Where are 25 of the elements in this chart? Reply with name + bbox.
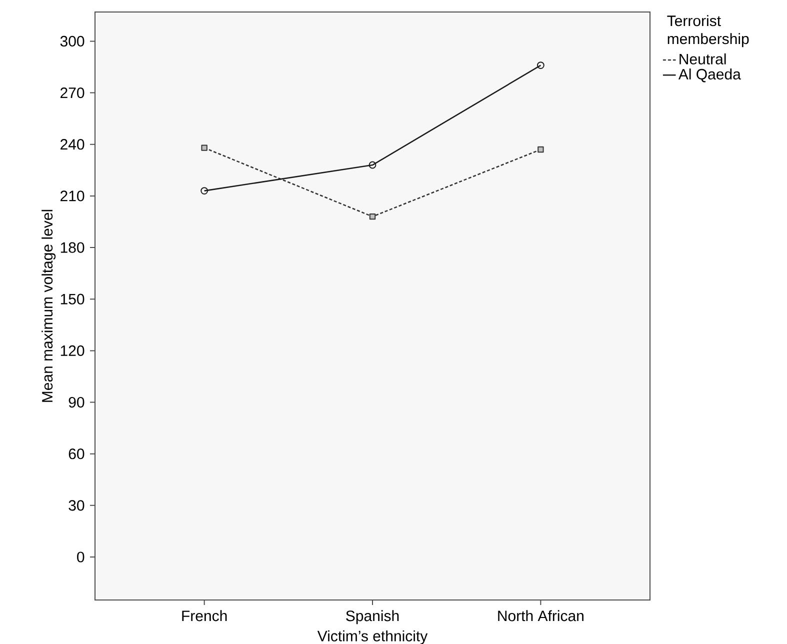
x-tick-label: Spanish: [346, 610, 399, 624]
point: [369, 213, 376, 220]
y-tick-label: 270: [60, 87, 84, 98]
y-tick-label: 180: [60, 242, 84, 253]
point: [201, 144, 208, 151]
y-tick-label: 30: [68, 500, 84, 511]
y-tick-label: 0: [77, 552, 84, 562]
point: [538, 146, 544, 153]
x-axis-title: Victim’s ethnicity: [317, 630, 428, 644]
y-axis-title: Mean maximum voltage level: [42, 210, 56, 402]
y-tick-label: 90: [68, 396, 84, 408]
x-tick-label: North African: [498, 610, 584, 622]
point: [200, 187, 208, 194]
y-tick-label: 120: [60, 345, 84, 356]
point: [536, 62, 544, 69]
y-tick-label: 240: [60, 139, 84, 150]
point: [368, 161, 376, 169]
y-tick-label: 210: [60, 190, 84, 202]
y-tick-label: 300: [60, 36, 84, 47]
legend-title: Terrorist membership: [667, 15, 749, 48]
legend-label: Al Qaeda: [678, 68, 741, 82]
x-tick-label: French: [182, 610, 227, 622]
legend-label: Neutral: [680, 53, 726, 64]
y-tick-label: 150: [60, 294, 84, 304]
y-tick-label: 60: [68, 448, 84, 460]
